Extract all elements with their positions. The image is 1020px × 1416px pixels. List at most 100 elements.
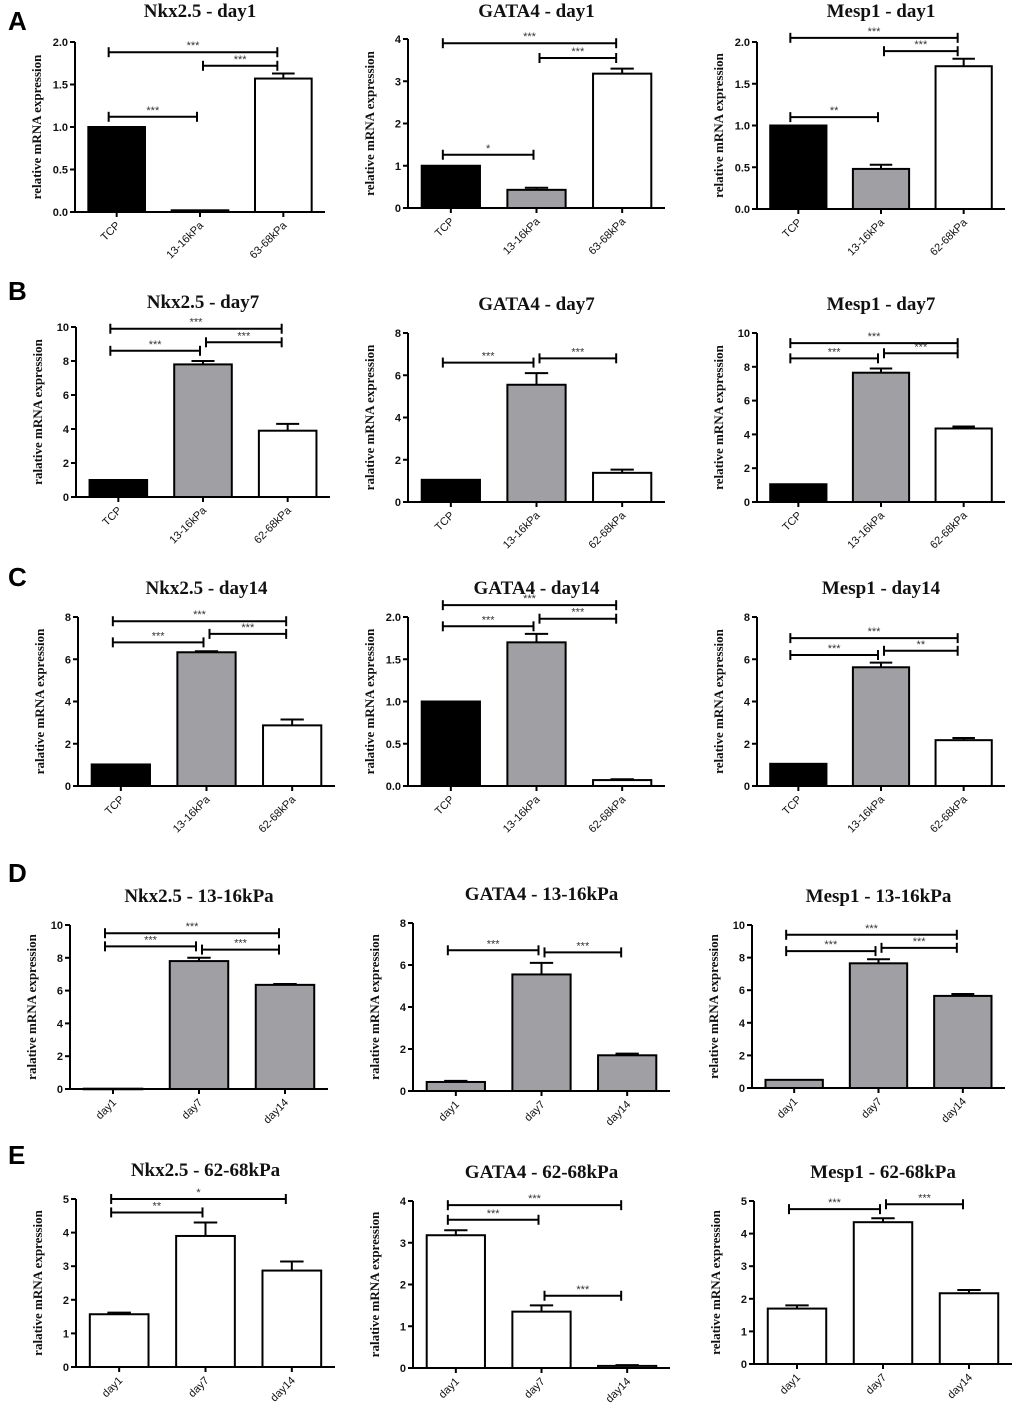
chart-title: Mesp1 - 62-68kPa <box>810 1162 956 1183</box>
y-tick-label: 3 <box>400 1238 406 1250</box>
x-tick-label: day1 <box>100 1375 125 1400</box>
significance-label: ** <box>830 105 839 117</box>
significance-label: *** <box>914 39 928 51</box>
significance-label: *** <box>193 609 207 621</box>
y-tick-label: 6 <box>395 370 401 382</box>
significance-label: *** <box>187 40 201 52</box>
panel-letter-c: C <box>8 562 27 592</box>
x-tick-label: day1 <box>94 1097 119 1122</box>
chart-title: Mesp1 - day14 <box>822 578 941 599</box>
y-tick-label: 0 <box>63 492 69 504</box>
x-tick-label: 63-68kPa <box>587 215 629 257</box>
y-tick-label: 4 <box>741 1229 748 1241</box>
y-axis-label: relative mRNA expression <box>362 50 377 195</box>
chart-title: Nkx2.5 - 13-16kPa <box>124 886 274 907</box>
x-tick-label: 13-16kPa <box>845 509 887 551</box>
y-tick-label: 8 <box>57 953 63 965</box>
chart-title: Mesp1 - 13-16kPa <box>806 886 952 907</box>
chart-title: GATA4 - 62-68kPa <box>465 1162 619 1183</box>
y-tick-label: 1.0 <box>735 121 750 133</box>
y-tick-label: 3 <box>395 76 401 88</box>
bar-13-16kpa <box>176 651 237 787</box>
significance-label: *** <box>865 923 879 935</box>
y-tick-label: 6 <box>744 654 750 666</box>
significance-label: *** <box>146 105 160 117</box>
y-axis-label: relative mRNA expression <box>711 344 726 489</box>
bar-tcp <box>769 762 828 787</box>
chart-b3: Mesp1 - day7 relative mRNA expression 0 2 4 6… <box>711 294 1005 551</box>
y-axis-label: relative mRNA expression <box>29 54 44 199</box>
y-tick-label: 0 <box>395 203 401 215</box>
panel-letter-e: E <box>8 1140 26 1170</box>
significance-label: *** <box>868 626 882 638</box>
bar-day7 <box>511 973 572 1093</box>
y-tick-label: 0.5 <box>53 165 68 177</box>
y-tick-label: 2 <box>744 739 750 751</box>
y-tick-label: 0 <box>395 497 401 509</box>
x-tick-label: 13-16kPa <box>845 216 887 258</box>
significance-label: *** <box>487 1208 501 1220</box>
y-tick-label: 6 <box>400 960 406 972</box>
significance-label: ** <box>917 639 926 651</box>
bar-tcp <box>87 126 147 213</box>
bar-day1 <box>88 1313 150 1369</box>
y-axis-label: ralative mRNA expression <box>30 338 45 484</box>
y-tick-label: 2 <box>739 1050 745 1062</box>
x-tick-label: day7 <box>864 1372 889 1397</box>
significance-label: *** <box>523 593 537 605</box>
bar-tcp <box>90 763 151 788</box>
y-tick-label: 8 <box>744 362 750 374</box>
significance-label: *** <box>237 330 251 342</box>
x-tick-label: day14 <box>261 1097 291 1127</box>
y-tick-label: 4 <box>739 1018 746 1030</box>
chart-e3: Mesp1 - 62-68kPa relative mRNA expression… <box>708 1162 1012 1401</box>
y-tick-label: 0 <box>744 497 750 509</box>
significance-label: *** <box>241 622 255 634</box>
chart-title: Mesp1 - day1 <box>827 1 936 22</box>
bar-day14 <box>261 1269 323 1368</box>
chart-a3: Mesp1 - day1 relative mRNA expression 0.0 0… <box>711 1 1005 258</box>
x-tick-label: 13-16kPa <box>167 504 209 546</box>
significance-label: *** <box>913 936 927 948</box>
x-tick-label: 62-68kPa <box>252 504 294 546</box>
significance-label: *** <box>914 341 928 353</box>
significance-label: *** <box>576 1284 590 1296</box>
bar-day1 <box>766 1307 828 1365</box>
significance-label: *** <box>828 643 842 655</box>
significance-label: *** <box>152 630 166 642</box>
significance-label: *** <box>576 940 590 952</box>
x-tick-label: day1 <box>437 1376 462 1401</box>
bar-tcp <box>769 124 828 210</box>
bar-13-16kpa <box>173 363 233 498</box>
x-tick-label: 13-16kPa <box>164 219 206 261</box>
y-tick-label: 2 <box>57 1051 63 1063</box>
x-tick-label: day14 <box>945 1372 975 1402</box>
x-tick-label: 13-16kPa <box>501 793 543 835</box>
y-axis-label: ralative mRNA expression <box>362 628 377 774</box>
bar-day7 <box>848 962 909 1089</box>
y-axis-label: relative mRNA expression <box>708 1209 723 1354</box>
y-tick-label: 1 <box>741 1326 747 1338</box>
y-tick-label: 1 <box>63 1328 69 1340</box>
x-tick-label: TCP <box>100 505 124 529</box>
y-tick-label: 8 <box>739 953 745 965</box>
x-tick-label: 62-68kPa <box>587 509 629 551</box>
bar-day14 <box>254 983 316 1090</box>
y-axis-label: ralative mRNA expression <box>24 933 39 1079</box>
y-tick-label: 6 <box>744 396 750 408</box>
chart-e1: Nkx2.5 - 62-68kPa ralative mRNA expressio… <box>30 1160 335 1404</box>
bar-62-68kpa <box>262 724 323 788</box>
y-axis-label: relative mRNA expression <box>711 52 726 197</box>
significance-label: *** <box>487 938 501 950</box>
bar-13-16kpa <box>506 383 567 504</box>
bar-13-16kpa <box>851 167 911 210</box>
chart-b2: GATA4 - day7 ralative mRNA expression 0 2 4 6… <box>362 294 665 551</box>
x-tick-label: day1 <box>437 1099 462 1124</box>
y-tick-label: 4 <box>395 413 402 425</box>
x-tick-label: 62-68kPa <box>928 216 970 258</box>
x-tick-label: TCP <box>103 794 127 818</box>
bar-tcp <box>769 483 828 504</box>
x-tick-label: TCP <box>780 510 804 534</box>
significance-label: *** <box>523 31 537 43</box>
